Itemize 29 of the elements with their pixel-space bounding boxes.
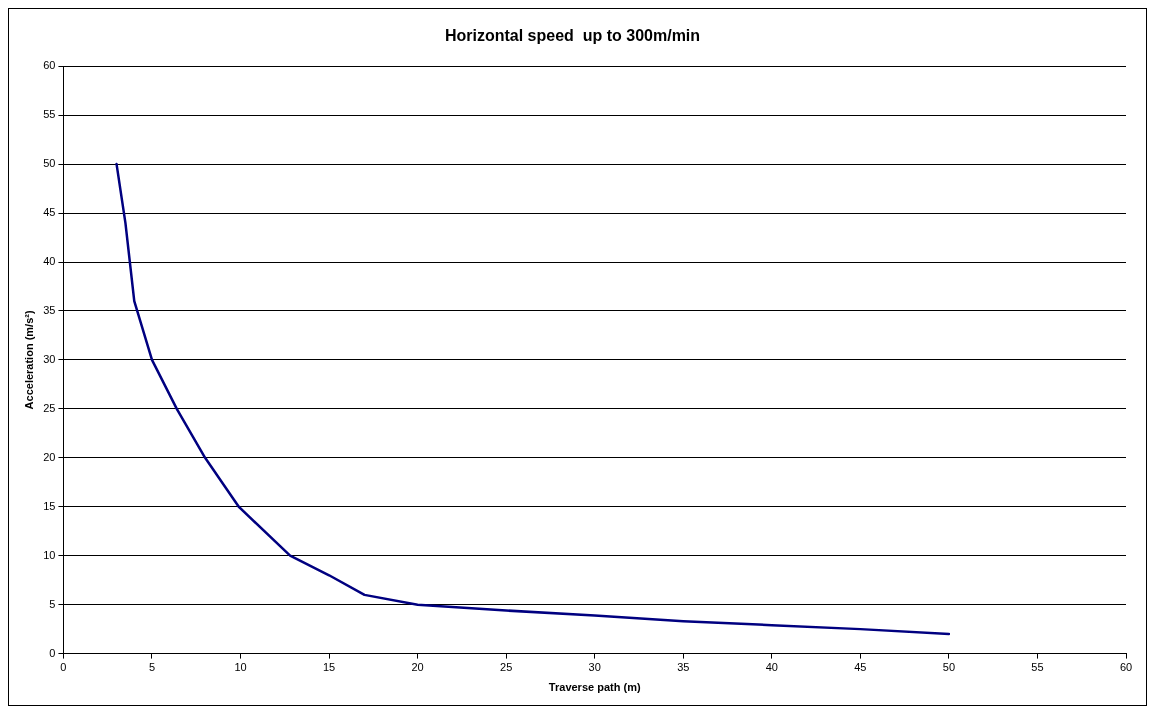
y-tick-label: 45: [43, 206, 56, 219]
y-tick-label: 50: [43, 157, 56, 170]
x-tick-label: 20: [411, 661, 424, 674]
y-tick-label: 5: [49, 597, 56, 610]
y-tick-label: 35: [43, 303, 56, 316]
x-tick-label: 55: [1031, 661, 1044, 674]
y-tick-label: 15: [43, 499, 56, 512]
y-tick-label: 30: [43, 352, 56, 365]
x-tick-label: 50: [942, 661, 956, 674]
x-tick-label: 25: [500, 661, 513, 674]
x-tick-label: 30: [588, 661, 601, 674]
x-tick-label: 5: [148, 661, 156, 674]
x-tick-label: 45: [854, 661, 867, 674]
x-tick-label: 35: [677, 661, 690, 674]
x-tick-label: 40: [765, 661, 778, 674]
y-tick-label: 10: [43, 548, 56, 561]
x-axis-title: Traverse path (m): [548, 681, 641, 694]
y-tick-label: 40: [43, 255, 56, 268]
x-tick-label: 0: [60, 661, 67, 674]
y-tick-label: 25: [43, 401, 56, 414]
y-tick-label: 60: [43, 59, 56, 72]
y-tick-label: 20: [43, 450, 56, 463]
chart-title: Horizontal speed up to 300m/min: [444, 27, 701, 45]
y-axis-title: Acceleration (m/s²): [22, 310, 35, 410]
x-tick-label: 15: [322, 661, 336, 674]
x-tick-label: 10: [234, 661, 247, 674]
y-tick-label: 55: [43, 108, 56, 121]
x-tick-label: 60: [1119, 661, 1133, 674]
y-tick-label: 0: [49, 646, 56, 659]
